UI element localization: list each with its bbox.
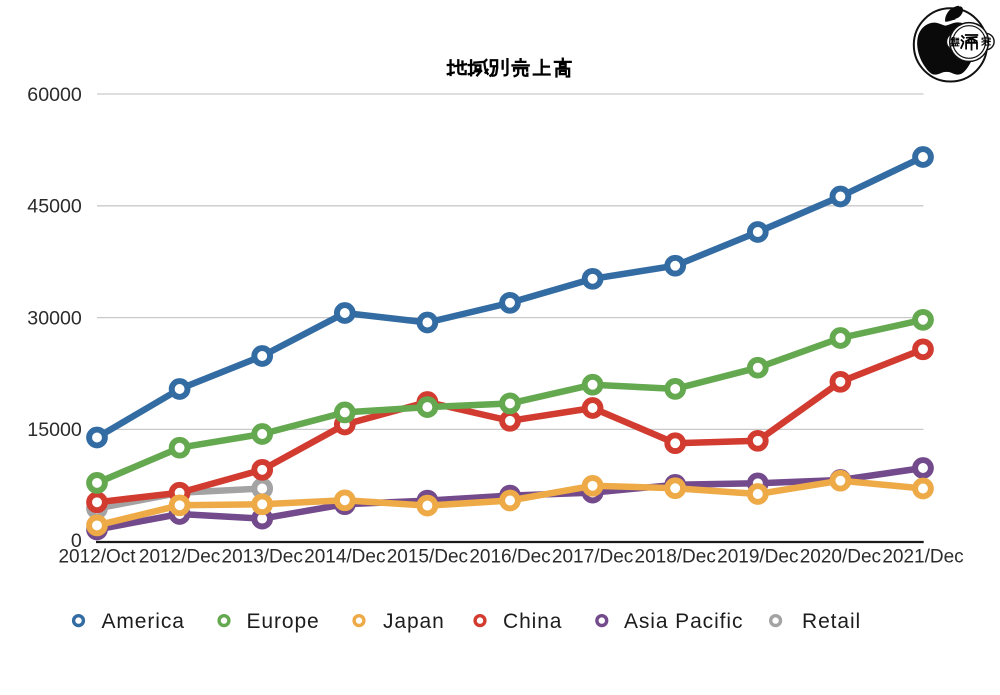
svg-text:America: America xyxy=(102,610,185,633)
svg-text:2016/Dec: 2016/Dec xyxy=(469,547,550,568)
svg-text:Asia Pacific: Asia Pacific xyxy=(624,610,743,633)
svg-text:2012/Dec: 2012/Dec xyxy=(139,547,220,568)
svg-text:30000: 30000 xyxy=(27,307,82,329)
svg-text:60000: 60000 xyxy=(27,84,82,106)
svg-text:0: 0 xyxy=(71,530,82,552)
svg-text:Retail: Retail xyxy=(802,610,861,633)
svg-text:Japan: Japan xyxy=(383,610,445,633)
svg-text:2021/Dec: 2021/Dec xyxy=(882,547,963,568)
svg-text:2017/Dec: 2017/Dec xyxy=(552,547,633,568)
svg-text:15000: 15000 xyxy=(27,419,82,441)
svg-text:2019/Dec: 2019/Dec xyxy=(717,547,798,568)
svg-text:2020/Dec: 2020/Dec xyxy=(800,547,881,568)
svg-text:2012/Oct: 2012/Oct xyxy=(58,547,136,568)
svg-text:2013/Dec: 2013/Dec xyxy=(222,547,303,568)
svg-text:2015/Dec: 2015/Dec xyxy=(387,547,468,568)
svg-text:China: China xyxy=(503,610,562,633)
svg-text:45000: 45000 xyxy=(27,196,82,218)
svg-text:2014/Dec: 2014/Dec xyxy=(304,547,385,568)
svg-text:2018/Dec: 2018/Dec xyxy=(635,547,716,568)
svg-text:Europe: Europe xyxy=(247,610,320,633)
